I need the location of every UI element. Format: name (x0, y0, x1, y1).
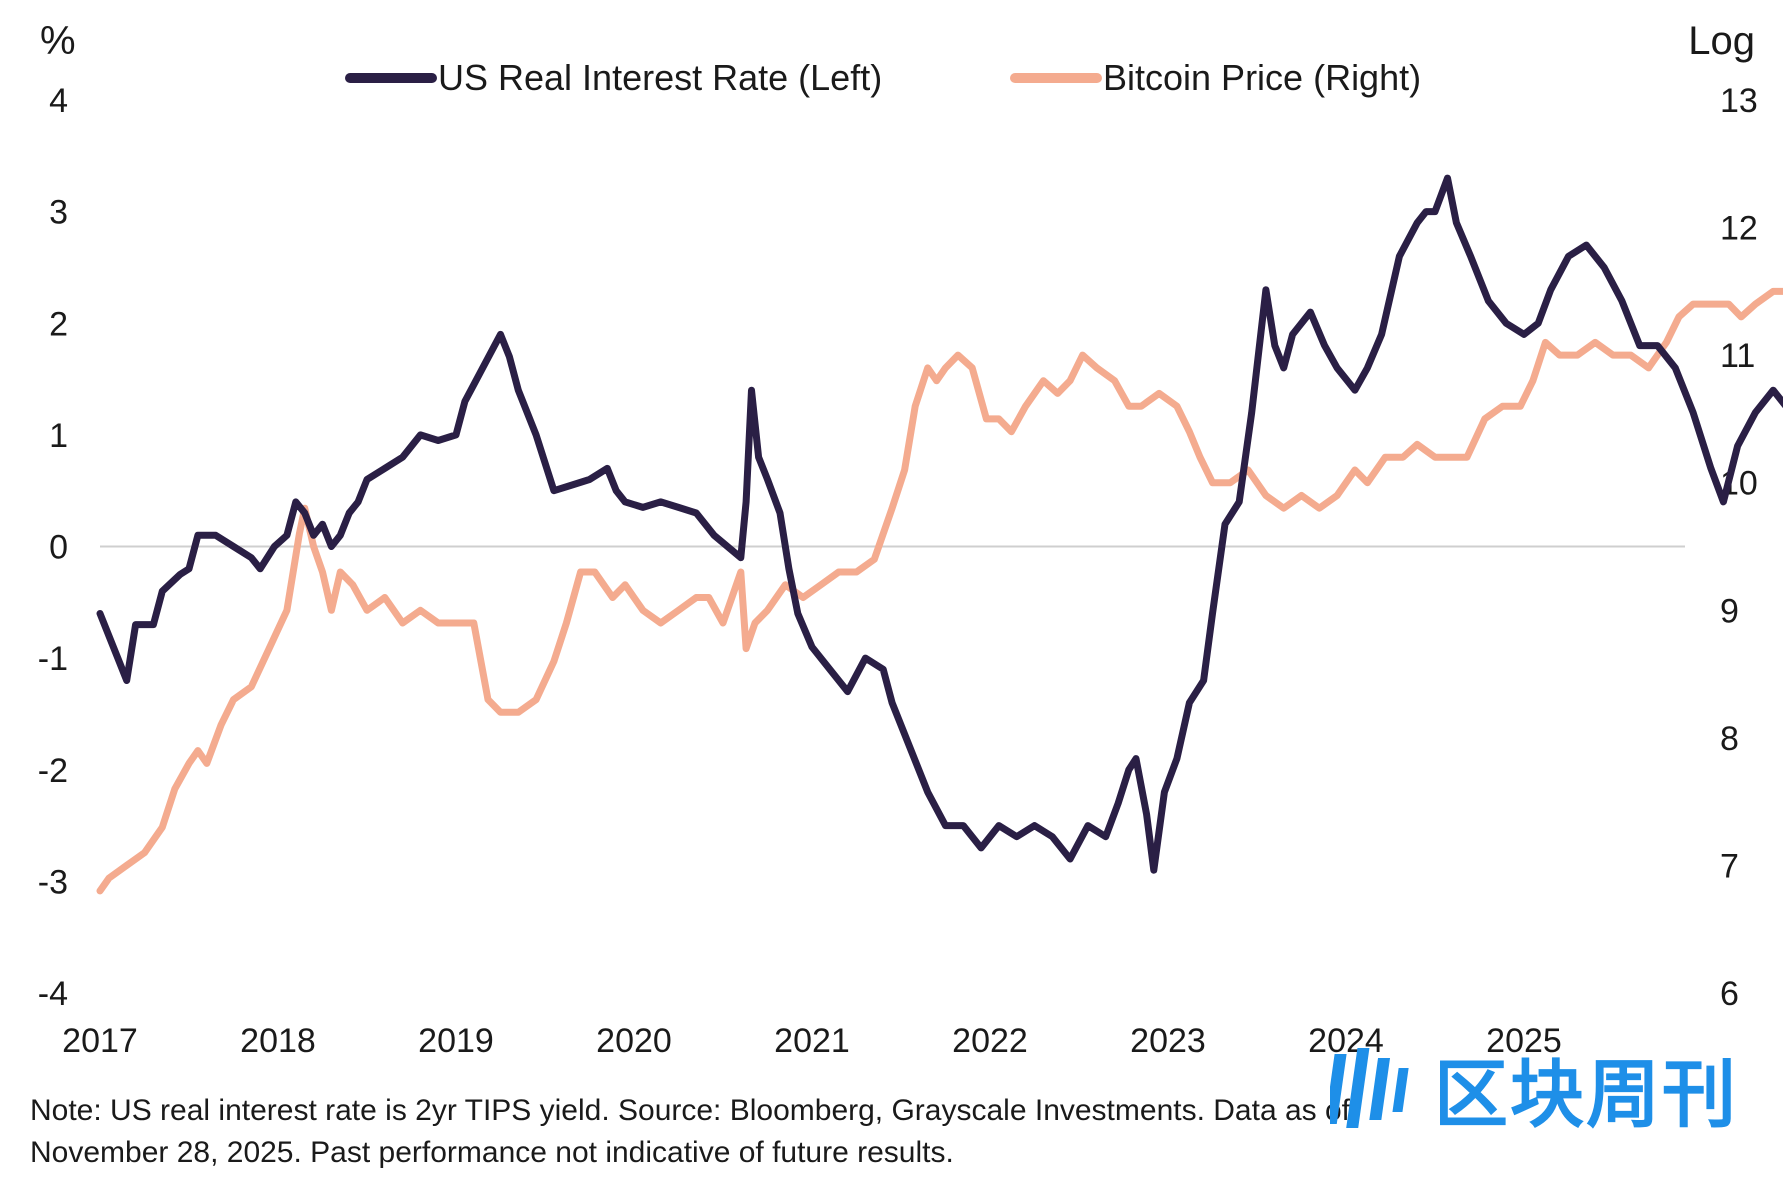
x-tick-label: 2018 (240, 1022, 316, 1060)
watermark-text: 区块周刊 (1434, 1052, 1738, 1138)
right-tick-label: 8 (1720, 720, 1739, 758)
legend-label-real-rate: US Real Interest Rate (Left) (438, 57, 882, 98)
left-tick-label: -2 (38, 752, 68, 790)
watermark-logo-icon (1330, 1047, 1409, 1128)
left-tick-label: 3 (49, 194, 68, 232)
series-line-us-real-interest-rate (96, 174, 1783, 874)
right-tick-label: 13 (1720, 82, 1758, 120)
x-tick-label: 2021 (774, 1022, 850, 1060)
right-axis-unit: Log (1688, 19, 1755, 63)
right-tick-label: 7 (1720, 847, 1739, 885)
left-tick-label: 0 (49, 529, 68, 567)
left-tick-label: -3 (38, 863, 68, 901)
left-tick-label: -4 (38, 975, 68, 1013)
legend: US Real Interest Rate (Left) Bitcoin Pri… (345, 57, 1421, 98)
footnote-line-1: Note: US real interest rate is 2yr TIPS … (30, 1094, 1350, 1127)
footnote-line-2: November 28, 2025. Past performance not … (30, 1136, 954, 1169)
series-line-bitcoin-price (96, 287, 1783, 895)
right-tick-label: 11 (1720, 337, 1755, 375)
x-tick-label: 2020 (596, 1022, 672, 1060)
left-tick-label: 1 (49, 417, 68, 455)
x-tick-label: 2017 (62, 1022, 138, 1060)
right-tick-label: 6 (1720, 975, 1739, 1013)
left-axis-ticks: 4 3 2 1 0 -1 -2 -3 -4 (38, 82, 68, 1013)
left-tick-label: 4 (49, 82, 68, 120)
footnote: Note: US real interest rate is 2yr TIPS … (30, 1090, 1590, 1174)
x-tick-label: 2019 (418, 1022, 494, 1060)
right-tick-label: 12 (1720, 210, 1758, 248)
right-tick-label: 9 (1720, 592, 1739, 630)
legend-label-bitcoin: Bitcoin Price (Right) (1103, 57, 1421, 98)
x-tick-label: 2023 (1130, 1022, 1206, 1060)
x-tick-label: 2022 (952, 1022, 1028, 1060)
left-axis-unit: % (40, 19, 76, 63)
x-tick-label: 2025 (1486, 1022, 1562, 1060)
left-tick-label: 2 (49, 305, 68, 343)
left-tick-label: -1 (38, 640, 68, 678)
watermark: 区块周刊 (1330, 1035, 1738, 1142)
